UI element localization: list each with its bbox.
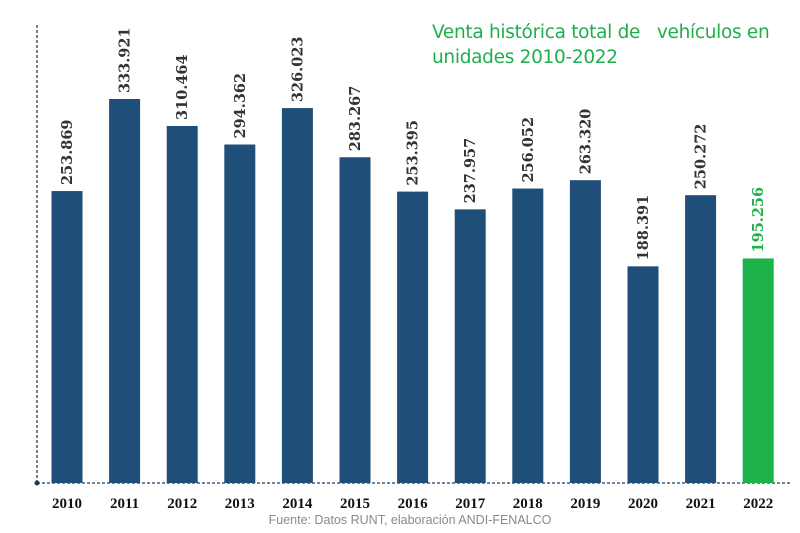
data-label-2016: 253.395 <box>405 120 422 186</box>
data-label-2021: 250.272 <box>693 124 710 190</box>
data-label-2012: 310.464 <box>174 54 191 120</box>
data-label-2019: 263.320 <box>577 109 594 175</box>
bar-2017 <box>454 209 486 484</box>
chart-source: Fuente: Datos RUNT, elaboración ANDI-FEN… <box>268 513 552 527</box>
chart-title-line-2: unidades 2010-2022 <box>432 47 618 68</box>
bar-2015 <box>339 157 371 483</box>
bar-2014 <box>281 108 313 483</box>
axis-origin-dot <box>34 480 40 486</box>
bar-2020 <box>627 266 659 483</box>
data-label-2017: 237.957 <box>462 138 479 204</box>
bar-2021 <box>685 195 717 483</box>
bar-2012 <box>166 125 198 483</box>
bar-2013 <box>224 144 256 483</box>
x-tick-label-2015: 2015 <box>340 496 370 512</box>
data-label-2022: 195.256 <box>750 187 767 253</box>
bar-2010 <box>51 191 83 483</box>
data-label-2013: 294.362 <box>232 73 249 139</box>
bar-2016 <box>397 191 429 483</box>
x-tick-label-2016: 2016 <box>398 496 429 512</box>
x-tick-label-2019: 2019 <box>570 496 600 512</box>
x-tick-label-2013: 2013 <box>225 496 255 512</box>
x-tick-label-2020: 2020 <box>628 496 658 512</box>
bar-2019 <box>569 180 601 483</box>
x-tick-label-2018: 2018 <box>513 496 543 512</box>
data-label-2011: 333.921 <box>117 27 134 93</box>
x-tick-label-2021: 2021 <box>686 496 716 512</box>
x-tick-label-2014: 2014 <box>282 496 313 512</box>
bar-2011 <box>109 99 141 483</box>
chart-title-line-1: Venta histórica total de vehículos en <box>432 22 770 43</box>
x-tick-label-2010: 2010 <box>52 496 82 512</box>
data-label-2015: 283.267 <box>347 86 364 152</box>
data-label-2018: 256.052 <box>520 117 537 183</box>
x-tick-label-2022: 2022 <box>743 496 773 512</box>
bar-2018 <box>512 188 544 483</box>
chart-title: Venta histórica total de vehículos en un… <box>432 20 770 70</box>
data-label-2014: 326.023 <box>289 36 306 102</box>
data-label-2020: 188.391 <box>635 195 652 261</box>
x-tick-label-2012: 2012 <box>167 496 197 512</box>
bar-2022 <box>742 258 774 483</box>
data-label-2010: 253.869 <box>59 119 76 185</box>
x-tick-label-2011: 2011 <box>110 496 139 512</box>
x-tick-label-2017: 2017 <box>455 496 486 512</box>
